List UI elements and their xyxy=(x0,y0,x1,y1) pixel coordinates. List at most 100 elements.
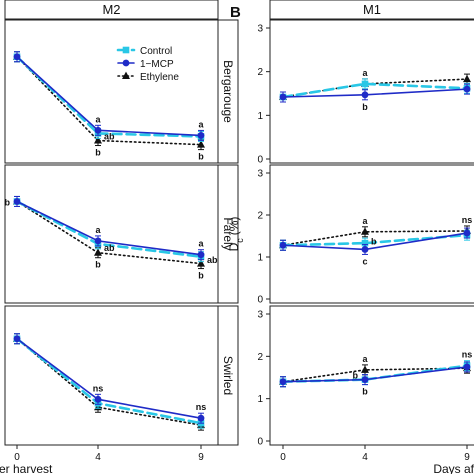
strip-header xyxy=(4,0,219,20)
significance-label: b xyxy=(198,152,204,162)
facet-strip xyxy=(217,305,239,446)
data-point-1-mcp xyxy=(361,91,369,99)
y-tick-label: 3 xyxy=(257,24,263,35)
y-tick-label: 2 xyxy=(257,352,263,363)
data-point-ethylene xyxy=(197,259,205,267)
data-point-1-mcp xyxy=(94,237,102,245)
x-axis-label: er harvest xyxy=(0,462,53,474)
data-point-1-mcp xyxy=(463,363,471,371)
y-axis-label: Dc (%) xyxy=(227,217,245,252)
data-point-ethylene xyxy=(94,248,102,256)
data-point-1-mcp xyxy=(197,414,205,422)
significance-label: b xyxy=(95,260,101,270)
significance-label: ns xyxy=(462,215,473,225)
data-point-1-mcp xyxy=(463,229,471,237)
data-point-ethylene xyxy=(197,140,205,148)
y-tick-label: 3 xyxy=(257,310,263,321)
x-tick-label: 4 xyxy=(95,452,101,463)
legend: Control 1−MCP Ethylene xyxy=(116,46,179,83)
plot-area xyxy=(269,164,474,304)
x-tick-label: 9 xyxy=(464,452,470,463)
y-tick-label: 2 xyxy=(257,67,263,78)
plot-area xyxy=(4,19,219,164)
significance-label: ab xyxy=(104,243,115,253)
x-tick-label: 9 xyxy=(198,452,204,463)
significance-label: a xyxy=(362,354,368,364)
data-point-1-mcp xyxy=(13,335,21,343)
significance-label: ns xyxy=(462,350,473,360)
y-tick-label: 1 xyxy=(257,394,263,405)
significance-label: a xyxy=(362,216,368,226)
significance-label: ns xyxy=(93,383,104,393)
x-tick-label: 0 xyxy=(14,452,20,463)
y-axis-label-sub: c xyxy=(235,238,245,243)
legend-key-marker xyxy=(122,71,130,79)
plot-area xyxy=(269,305,474,446)
significance-label: a xyxy=(362,68,368,78)
significance-label: b xyxy=(371,237,377,247)
strip-title: M2 xyxy=(102,2,120,17)
chart-m2: M2BergarougeaabbabFarelyaabbaabbbSwirled… xyxy=(0,0,239,474)
significance-label: a xyxy=(198,119,204,129)
legend-entry: 1−MCP xyxy=(140,59,174,70)
data-point-1-mcp xyxy=(94,395,102,403)
significance-label: ns xyxy=(196,402,207,412)
plot-area xyxy=(4,164,219,304)
x-axis-label: Days af xyxy=(433,462,474,474)
strip-header xyxy=(269,0,474,20)
facet-label: Farely xyxy=(221,217,235,250)
data-point-1-mcp xyxy=(197,251,205,259)
facet-label: Swirled xyxy=(221,356,235,395)
data-point-1-mcp xyxy=(463,85,471,93)
data-point-1-mcp xyxy=(361,246,369,253)
significance-label: ab xyxy=(104,131,115,141)
data-point-ethylene xyxy=(361,365,369,373)
y-tick-label: 2 xyxy=(257,211,263,222)
x-tick-label: 4 xyxy=(362,452,368,463)
data-point-1-mcp xyxy=(279,378,287,386)
legend-key-marker xyxy=(122,46,130,54)
significance-label: b xyxy=(353,371,359,381)
significance-label: a xyxy=(95,225,101,235)
data-point-ethylene xyxy=(463,74,471,83)
significance-label: a xyxy=(198,239,204,249)
y-tick-label: 3 xyxy=(257,169,263,180)
y-tick-label: 0 xyxy=(257,155,263,166)
plot-area xyxy=(4,305,219,446)
facet-strip xyxy=(217,164,239,304)
y-tick-label: 0 xyxy=(257,295,263,306)
facet-label: Bergarouge xyxy=(221,60,235,123)
facet-strip xyxy=(217,19,239,164)
strip-title: M1 xyxy=(363,2,381,17)
legend-entry: Ethylene xyxy=(140,72,179,83)
facet-panel-2: 0 1 2 3 a bc ns xyxy=(257,164,474,306)
significance-label: ab xyxy=(207,255,218,265)
significance-label: b xyxy=(95,148,101,158)
y-tick-label: 0 xyxy=(257,437,263,448)
legend-entry: Control xyxy=(140,46,172,57)
data-point-ethylene xyxy=(361,227,369,235)
y-axis-label-unit: (%) xyxy=(227,217,241,236)
plot-area xyxy=(269,19,474,164)
data-point-1-mcp xyxy=(13,53,21,61)
facet-panel-swirled: Swirled ns ns xyxy=(4,305,239,446)
data-point-1-mcp xyxy=(13,198,21,205)
y-tick-label: 1 xyxy=(257,253,263,264)
significance-label: b xyxy=(5,197,11,207)
data-point-1-mcp xyxy=(279,241,287,249)
significance-label: c xyxy=(362,256,367,266)
x-tick-label: 0 xyxy=(280,452,286,463)
data-point-ethylene xyxy=(94,136,102,144)
y-tick-label: 1 xyxy=(257,111,263,122)
panel-label: B xyxy=(230,4,241,21)
data-point-1-mcp xyxy=(279,93,287,101)
significance-label: b xyxy=(362,387,368,397)
facet-panel-1: 0 1 2 3 a b xyxy=(257,19,474,166)
legend-key-marker xyxy=(122,59,130,67)
data-point-control xyxy=(361,80,369,88)
